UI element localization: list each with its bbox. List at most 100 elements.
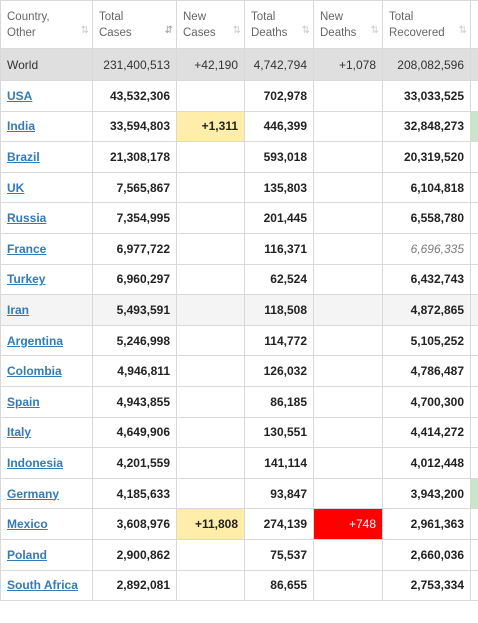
country-link[interactable]: Brazil <box>7 149 40 164</box>
table-row: USA 43,532,306 702,978 33,033,525 <box>0 80 478 112</box>
country-link[interactable]: South Africa <box>7 578 78 593</box>
country-link[interactable]: Spain <box>7 394 40 409</box>
row-overflow-edge <box>470 48 478 81</box>
country-link[interactable]: Colombia <box>7 364 62 379</box>
header-new-cases[interactable]: New Cases ⇅ <box>176 0 245 49</box>
total-deaths-cell: 593,018 <box>244 141 314 173</box>
total-recovered-cell: 3,943,200 <box>382 477 471 510</box>
new-cases-cell <box>176 477 245 510</box>
table-row: Germany 4,185,633 93,847 3,943,200 <box>0 477 478 510</box>
country-link[interactable]: Italy <box>7 425 32 440</box>
new-cases-cell <box>176 263 245 296</box>
total-recovered-cell: 2,961,363 <box>382 508 471 540</box>
header-total-deaths[interactable]: Total Deaths ⇅ <box>244 0 314 49</box>
country-link[interactable]: Iran <box>7 302 30 317</box>
covid-stats-table: Country, Other ⇅ Total Cases ⇵ New Cases… <box>0 0 478 602</box>
header-country[interactable]: Country, Other ⇅ <box>0 0 93 49</box>
total-deaths-cell: 446,399 <box>244 110 314 143</box>
total-cases-cell: 231,400,513 <box>92 48 177 81</box>
total-deaths-cell: 93,847 <box>244 477 314 510</box>
total-cases-cell: 2,892,081 <box>92 569 177 602</box>
total-recovered-cell: 208,082,596 <box>382 48 471 81</box>
total-cases-cell: 33,594,803 <box>92 110 177 143</box>
total-deaths-cell: 114,772 <box>244 324 314 357</box>
country-cell: USA <box>0 80 93 112</box>
table-row: Italy 4,649,906 130,551 4,414,272 <box>0 416 478 449</box>
total-cases-cell: 4,943,855 <box>92 385 177 418</box>
row-overflow-edge <box>470 477 478 510</box>
country-cell: India <box>0 110 93 143</box>
sort-icon[interactable]: ⇅ <box>370 25 379 36</box>
table-header-row: Country, Other ⇅ Total Cases ⇵ New Cases… <box>0 0 478 49</box>
new-cases-cell <box>176 202 245 234</box>
total-recovered-cell: 20,319,520 <box>382 141 471 173</box>
total-recovered-cell: 2,660,036 <box>382 538 471 571</box>
row-overflow-edge <box>470 202 478 234</box>
sort-icon[interactable]: ⇅ <box>458 25 467 36</box>
table-row: Colombia 4,946,811 126,032 4,786,487 <box>0 355 478 387</box>
row-overflow-edge <box>470 385 478 418</box>
country-cell: Italy <box>0 416 93 449</box>
new-cases-cell <box>176 416 245 449</box>
country-cell: Germany <box>0 477 93 510</box>
table-row: France 6,977,722 116,371 6,696,335 <box>0 232 478 265</box>
country-link[interactable]: Mexico <box>7 517 48 532</box>
country-link[interactable]: Poland <box>7 547 48 562</box>
table-row: Poland 2,900,862 75,537 2,660,036 <box>0 538 478 571</box>
total-cases-cell: 6,977,722 <box>92 232 177 265</box>
row-overflow-edge <box>470 569 478 602</box>
total-cases-cell: 2,900,862 <box>92 538 177 571</box>
table-row: Spain 4,943,855 86,185 4,700,300 <box>0 385 478 418</box>
country-link[interactable]: USA <box>7 88 33 103</box>
new-deaths-cell <box>313 447 383 479</box>
total-cases-cell: 4,185,633 <box>92 477 177 510</box>
total-recovered-cell: 4,700,300 <box>382 385 471 418</box>
row-overflow-edge <box>470 110 478 143</box>
country-link[interactable]: UK <box>7 180 25 195</box>
total-recovered-cell: 33,033,525 <box>382 80 471 112</box>
new-deaths-cell: +1,078 <box>313 48 383 81</box>
total-cases-cell: 4,201,559 <box>92 447 177 479</box>
country-link[interactable]: Turkey <box>7 272 46 287</box>
world-row: World 231,400,513 +42,190 4,742,794 +1,0… <box>0 48 478 81</box>
new-deaths-cell <box>313 477 383 510</box>
total-cases-cell: 5,493,591 <box>92 294 177 326</box>
country-link[interactable]: Russia <box>7 211 47 226</box>
total-deaths-cell: 116,371 <box>244 232 314 265</box>
header-total-cases[interactable]: Total Cases ⇵ <box>92 0 177 49</box>
new-deaths-cell <box>313 324 383 357</box>
total-cases-cell: 5,246,998 <box>92 324 177 357</box>
row-overflow-edge <box>470 538 478 571</box>
sort-icon[interactable]: ⇅ <box>232 25 241 36</box>
total-deaths-cell: 141,114 <box>244 447 314 479</box>
sort-desc-icon[interactable]: ⇵ <box>164 25 173 36</box>
country-link[interactable]: Indonesia <box>7 455 64 470</box>
total-recovered-cell: 4,012,448 <box>382 447 471 479</box>
new-deaths-cell <box>313 232 383 265</box>
total-deaths-cell: 274,139 <box>244 508 314 540</box>
country-link[interactable]: India <box>7 119 36 134</box>
country-cell: Iran <box>0 294 93 326</box>
total-recovered-cell: 6,432,743 <box>382 263 471 296</box>
total-deaths-cell: 62,524 <box>244 263 314 296</box>
country-cell: Mexico <box>0 508 93 540</box>
table-row: Turkey 6,960,297 62,524 6,432,743 <box>0 263 478 296</box>
total-deaths-cell: 118,508 <box>244 294 314 326</box>
total-deaths-cell: 126,032 <box>244 355 314 387</box>
header-overflow-edge <box>470 0 478 49</box>
table-row: Iran 5,493,591 118,508 4,872,865 <box>0 294 478 326</box>
country-link[interactable]: France <box>7 241 47 256</box>
table-row: India 33,594,803 +1,311 446,399 32,848,273 <box>0 110 478 143</box>
sort-icon[interactable]: ⇅ <box>80 25 89 36</box>
new-deaths-cell <box>313 110 383 143</box>
new-deaths-cell <box>313 538 383 571</box>
country-cell: Poland <box>0 538 93 571</box>
header-total-recovered[interactable]: Total Recovered ⇅ <box>382 0 471 49</box>
header-new-deaths[interactable]: New Deaths ⇅ <box>313 0 383 49</box>
country-link[interactable]: Germany <box>7 486 60 501</box>
country-cell: Russia <box>0 202 93 234</box>
table-row: Indonesia 4,201,559 141,114 4,012,448 <box>0 447 478 479</box>
sort-icon[interactable]: ⇅ <box>301 25 310 36</box>
country-link[interactable]: Argentina <box>7 333 64 348</box>
total-cases-cell: 6,960,297 <box>92 263 177 296</box>
